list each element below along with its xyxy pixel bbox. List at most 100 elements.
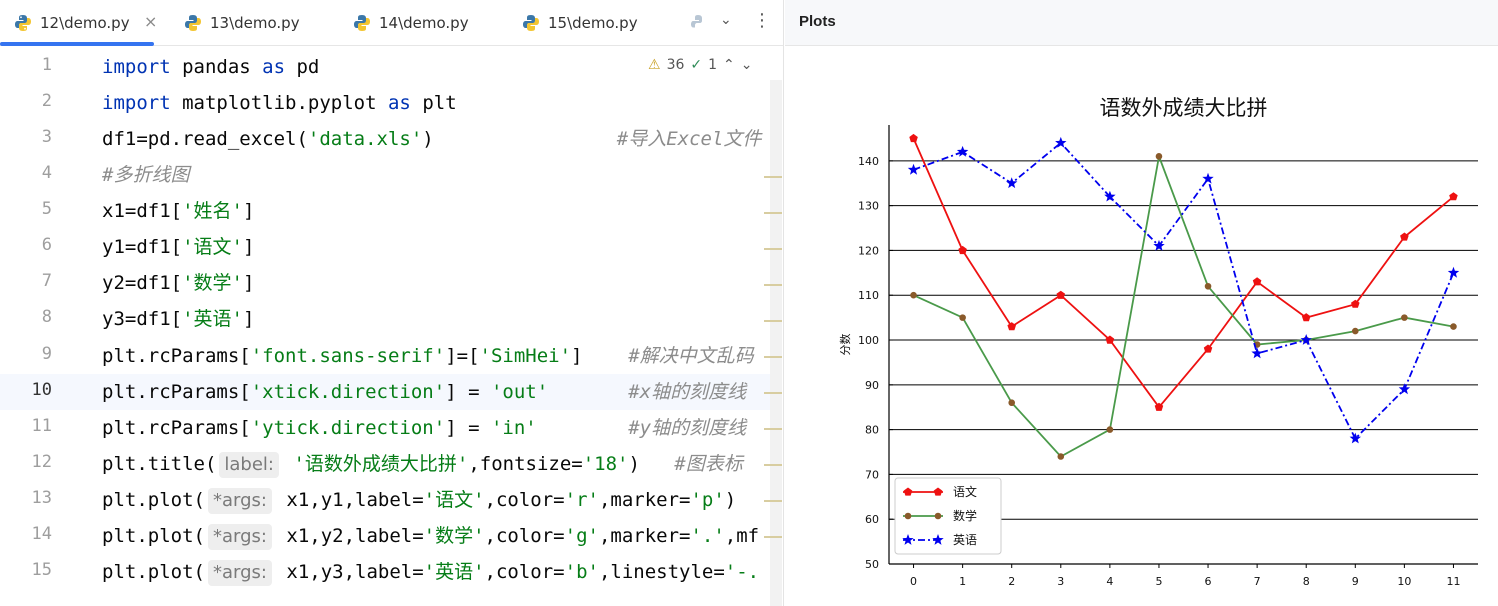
data-point-english xyxy=(1398,383,1411,395)
legend-box xyxy=(894,477,1002,555)
line-number-current: 10 xyxy=(31,380,52,400)
code-line[interactable]: plt.rcParams['ytick.direction'] = 'in' #… xyxy=(102,417,747,439)
line-number: 9 xyxy=(41,344,52,364)
data-point-math xyxy=(1204,282,1212,290)
code-line[interactable]: df1=pd.read_excel('data.xls') #导入Excel文件 xyxy=(102,128,762,150)
line-number: 1 xyxy=(41,55,52,75)
python-file-icon xyxy=(185,15,201,31)
legend-marker-math xyxy=(904,512,912,520)
scroll-marker xyxy=(764,284,782,286)
tab-13-demo[interactable]: 13\demo.py xyxy=(184,0,300,46)
line-number: 2 xyxy=(41,91,52,111)
legend-label-math: 数学 xyxy=(953,508,977,523)
x-tick-label: 2 xyxy=(1008,575,1015,588)
code-line[interactable]: #多折线图 xyxy=(102,164,190,186)
scroll-marker xyxy=(764,500,782,502)
scroll-marker xyxy=(764,212,782,214)
data-point-math xyxy=(1008,399,1016,407)
legend-label-english: 英语 xyxy=(953,533,977,547)
scroll-marker xyxy=(764,356,782,358)
line-number: 15 xyxy=(31,560,52,580)
plots-header: Plots xyxy=(785,0,1498,46)
legend-marker-english xyxy=(932,534,944,545)
chevron-up-icon[interactable]: ⌃ xyxy=(723,57,735,73)
data-point-english xyxy=(1153,239,1165,251)
inspection-widget[interactable]: ⚠ 36 ✓ 1 ⌃ ⌄ xyxy=(648,54,753,76)
x-tick-label: 6 xyxy=(1205,575,1212,588)
tab-close-icon[interactable]: × xyxy=(144,12,158,31)
line-number: 11 xyxy=(31,416,52,436)
line-number: 8 xyxy=(41,307,52,327)
code-line[interactable]: import matplotlib.pyplot as plt xyxy=(102,92,457,114)
more-options-icon[interactable]: ⋮ xyxy=(753,10,771,31)
python-file-icon xyxy=(523,15,539,31)
x-tick-label: 11 xyxy=(1446,575,1460,588)
tab-15-demo[interactable]: 15\demo.py xyxy=(522,0,638,46)
legend-marker-english xyxy=(902,534,914,545)
y-tick-label: 90 xyxy=(865,379,879,392)
data-point-english xyxy=(956,145,969,157)
line-number: 14 xyxy=(31,524,52,544)
code-line[interactable]: plt.title(label: '语数外成绩大比拼',fontsize='18… xyxy=(102,446,743,482)
x-tick-label: 3 xyxy=(1057,575,1064,588)
code-line-current[interactable]: plt.rcParams['xtick.direction'] = 'out' … xyxy=(102,381,747,403)
tab-label: 12\demo.py xyxy=(40,14,130,32)
data-point-english xyxy=(1006,177,1018,189)
code-line[interactable]: y3=df1['英语'] xyxy=(102,308,255,330)
current-line-highlight xyxy=(0,374,770,410)
code-line[interactable]: y1=df1['语文'] xyxy=(102,236,255,258)
line-number: 13 xyxy=(31,488,52,508)
data-point-english xyxy=(907,163,920,175)
code-line[interactable]: y2=df1['数学'] xyxy=(102,272,255,294)
data-point-chinese xyxy=(909,133,918,143)
y-tick-label: 60 xyxy=(865,513,879,526)
code-line[interactable]: plt.plot(*args: x1,y3,label='英语',color='… xyxy=(102,554,759,590)
scroll-marker xyxy=(764,428,782,430)
line-number: 3 xyxy=(41,127,52,147)
tab-label: 13\demo.py xyxy=(210,14,300,32)
chevron-down-icon[interactable]: ⌄ xyxy=(720,12,732,28)
code-line[interactable]: import pandas as pd xyxy=(102,56,320,78)
series-line-english xyxy=(913,141,1455,441)
data-point-english xyxy=(1104,190,1116,202)
vertical-scrollbar[interactable] xyxy=(770,80,782,606)
code-line[interactable]: plt.rcParams['font.sans-serif']=['SimHei… xyxy=(102,345,754,367)
data-point-chinese xyxy=(1449,192,1458,201)
warning-icon: ⚠ xyxy=(648,57,661,73)
data-point-chinese xyxy=(1400,232,1409,241)
data-point-chinese xyxy=(1105,335,1115,344)
x-tick-label: 7 xyxy=(1254,575,1261,588)
y-tick-label: 140 xyxy=(858,155,879,168)
data-point-math xyxy=(1401,314,1408,321)
plots-pane: Plots 语数外成绩大比拼 50 60 70 80 90 100 110 120 130 140 0… xyxy=(785,0,1498,606)
data-point-english xyxy=(1349,432,1361,444)
line-number: 12 xyxy=(31,452,52,472)
code-line[interactable]: plt.plot(*args: x1,y2,label='数学',color='… xyxy=(102,518,759,554)
data-point-chinese xyxy=(1203,344,1213,353)
python-file-icon[interactable] xyxy=(690,14,706,32)
code-editor[interactable]: import pandas as pd import matplotlib.py… xyxy=(102,47,782,606)
tab-label: 15\demo.py xyxy=(548,14,638,32)
line-chart: 语数外成绩大比拼 50 60 70 80 90 100 110 120 130 140 0 1 2 3 4 5 6… xyxy=(839,96,1478,588)
data-point-math xyxy=(959,314,966,321)
legend-label-chinese: 语文 xyxy=(953,484,977,499)
scroll-marker xyxy=(764,464,782,466)
code-line[interactable]: x1=df1['姓名'] xyxy=(102,200,255,222)
tab-12-demo[interactable]: 12\demo.py xyxy=(0,0,154,46)
data-point-chinese xyxy=(1252,277,1262,286)
data-point-chinese xyxy=(1007,322,1016,331)
scroll-marker xyxy=(764,176,782,178)
line-number: 7 xyxy=(41,271,52,291)
data-point-math xyxy=(1155,153,1163,160)
code-line[interactable]: plt.plot(*args: x1,y1,label='语文',color='… xyxy=(102,482,736,518)
tab-14-demo[interactable]: 14\demo.py xyxy=(353,0,469,46)
chevron-down-icon[interactable]: ⌄ xyxy=(740,57,753,73)
x-tick-label: 4 xyxy=(1106,575,1113,588)
data-point-chinese xyxy=(1154,402,1164,411)
x-tick-label: 8 xyxy=(1303,575,1310,588)
scroll-marker xyxy=(764,320,782,322)
data-point-math xyxy=(1351,327,1359,335)
y-tick-label: 50 xyxy=(865,558,879,571)
warning-count: 36 xyxy=(666,57,685,73)
python-file-icon xyxy=(354,15,370,31)
